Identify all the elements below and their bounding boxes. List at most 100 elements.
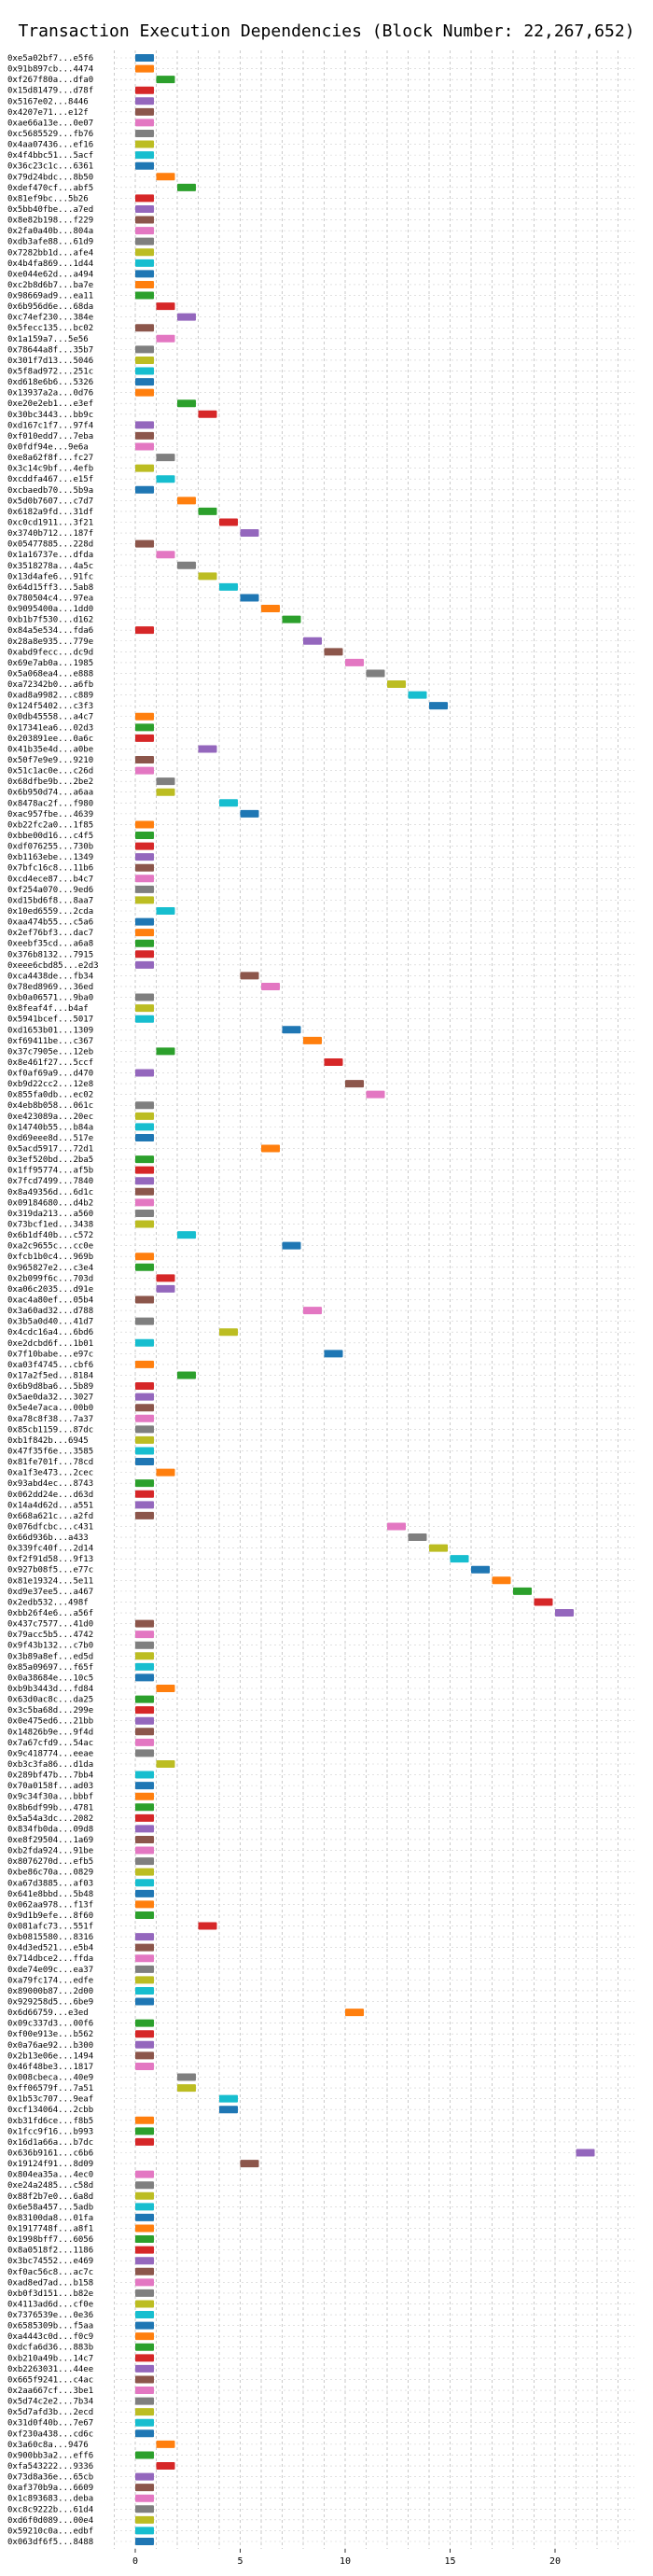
tx-bar (135, 1198, 154, 1207)
tx-label: 0xe423089a...20ec (7, 1113, 93, 1122)
tx-bar (135, 1716, 154, 1725)
tx-label: 0xf69411be...c367 (7, 1037, 93, 1046)
tx-bar (135, 2354, 154, 2362)
tx-bar (135, 1738, 154, 1746)
tx-bar (156, 475, 175, 483)
tx-label: 0x79d24bdc...8b50 (7, 173, 93, 182)
tx-label: 0xfa543222...9336 (7, 2462, 93, 2471)
tx-label: 0x834fb0da...09d8 (7, 1825, 93, 1834)
tx-bar (282, 1026, 301, 1034)
tx-bar (135, 291, 154, 300)
tx-label: 0x91b897cb...4474 (7, 65, 93, 75)
tx-label: 0x85a09697...f65f (7, 1663, 93, 1673)
tx-bar (219, 582, 238, 591)
tx-label: 0xdcfa6d36...883b (7, 2344, 93, 2353)
tx-label: 0xd1653b01...1309 (7, 1026, 93, 1035)
tx-label: 0x46f48be3...1817 (7, 2063, 93, 2072)
tx-label: 0x4f4bbc51...5acf (7, 151, 93, 161)
tx-bar (135, 1771, 154, 1779)
tx-bar (135, 832, 154, 840)
tx-label: 0x8feaf4f...b4af (7, 1004, 89, 1014)
tx-bar (135, 270, 154, 278)
tx-bar (135, 464, 154, 472)
tx-label: 0x88f2b7e0...6a8d (7, 2192, 93, 2202)
tx-label: 0x6b950d74...a6aa (7, 789, 93, 798)
tx-bar (135, 1900, 154, 1909)
tx-label: 0x6b9d8ba6...5b89 (7, 1382, 93, 1392)
tx-bar (135, 2246, 154, 2254)
tx-label: 0x6182a9fd...31df (7, 508, 93, 517)
tx-bar (135, 626, 154, 635)
tx-bar (135, 1803, 154, 1812)
tx-bar (261, 1144, 280, 1153)
tx-label: 0x5167e02...8446 (7, 97, 89, 106)
tx-label: 0xa72342b0...a6fb (7, 680, 93, 690)
tx-bar (135, 896, 154, 904)
tx-label: 0x7fcd7499...7840 (7, 1177, 93, 1186)
tx-label: 0x73d8a36e...65cb (7, 2473, 93, 2483)
tx-bar (135, 1209, 154, 1217)
tx-label: 0x78ed8969...36ed (7, 983, 93, 992)
tx-label: 0x2b099f6c...703d (7, 1274, 93, 1283)
tx-bar (135, 1933, 154, 1941)
tx-label: 0x70a0158f...ad03 (7, 1782, 93, 1791)
tx-label: 0x8e82b198...f229 (7, 217, 93, 226)
tx-bar (198, 745, 217, 753)
tx-bar (261, 982, 280, 990)
tx-label: 0xcd4ece87...b4c7 (7, 875, 93, 884)
tx-label: 0xcf134064...2cbb (7, 2106, 93, 2115)
tx-bar (135, 345, 154, 354)
tx-bar (135, 2278, 154, 2287)
tx-label: 0x14740b55...b84a (7, 1123, 93, 1132)
tx-bar (177, 399, 196, 408)
tx-label: 0x09184680...d4b2 (7, 1198, 93, 1208)
tx-label: 0x14a4d62d...a551 (7, 1501, 93, 1510)
tx-bar (135, 1728, 154, 1736)
tx-bar (135, 421, 154, 429)
tx-bar (135, 431, 154, 440)
tx-label: 0x301f7d13...5046 (7, 357, 93, 366)
tx-label: 0xe2dcbd6f...1b01 (7, 1339, 93, 1349)
tx-label: 0xd69eee8d...517e (7, 1134, 93, 1143)
tx-bar (408, 691, 427, 699)
tx-bar (135, 2040, 154, 2049)
tx-label: 0x5a068ea4...e888 (7, 669, 93, 679)
tx-label: 0xad8a9982...c889 (7, 692, 93, 701)
tx-bar (135, 929, 154, 937)
x-tick-label: 10 (340, 2556, 351, 2567)
tx-label: 0x0db45558...a4c7 (7, 713, 93, 722)
tx-bar (135, 1835, 154, 1843)
tx-label: 0x17a2f5ed...8184 (7, 1371, 93, 1380)
tx-bar (282, 1241, 301, 1250)
tx-label: 0xe20e2eb1...e3ef (7, 399, 93, 409)
tx-bar (135, 280, 154, 288)
tx-label: 0xc5685529...fb76 (7, 130, 93, 139)
tx-bar (303, 1036, 322, 1044)
tx-bar (492, 1576, 511, 1585)
tx-label: 0x9c34f30a...bbbf (7, 1793, 93, 1802)
tx-label: 0xe044e62d...a494 (7, 270, 93, 279)
tx-label: 0x6e58a457...5adb (7, 2203, 93, 2212)
tx-label: 0x641e8bbd...5b48 (7, 1890, 93, 1899)
tx-bar (156, 1274, 175, 1282)
tx-label: 0x0a38684e...10c5 (7, 1673, 93, 1683)
tx-bar (135, 324, 154, 332)
tx-label: 0x41b35e4d...a0be (7, 745, 93, 754)
tx-bar (135, 1123, 154, 1131)
tx-bar (135, 960, 154, 969)
tx-label: 0x3c14c9bf...4efb (7, 465, 93, 474)
tx-label: 0x68dfbe9b...2be2 (7, 777, 93, 787)
tx-label: 0xd15bd6f8...8aa7 (7, 896, 93, 905)
tx-bar (156, 1468, 175, 1477)
tx-label: 0xa2c9655c...cc0e (7, 1242, 93, 1252)
tx-bar (135, 2418, 154, 2427)
tx-bar (135, 2062, 154, 2070)
tx-label: 0x714dbce2...ffda (7, 1954, 93, 1964)
tx-label: 0xbb26f4e6...a56f (7, 1609, 93, 1618)
tx-bar (135, 820, 154, 829)
tx-bar (135, 1382, 154, 1391)
tx-bar (135, 1631, 154, 1639)
tx-bar (135, 2429, 154, 2438)
tx-label: 0x062dd24e...d63d (7, 1491, 93, 1500)
tx-bar (219, 518, 238, 526)
